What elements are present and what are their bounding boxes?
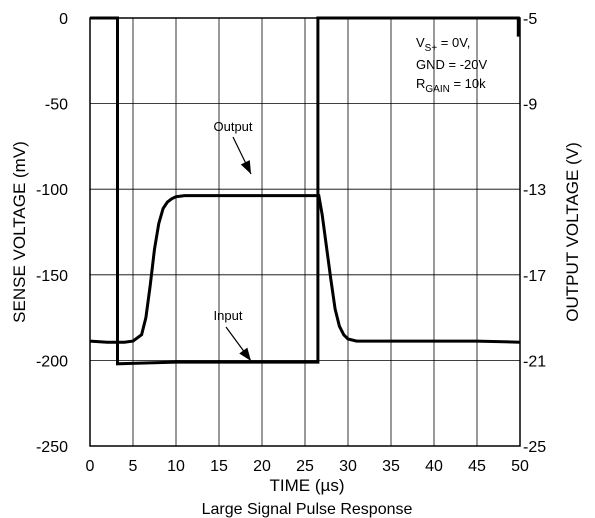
left-y-axis-label: SENSE VOLTAGE (mV)	[10, 141, 29, 323]
condition-gnd: GND = -20V	[416, 57, 487, 72]
annotation-arrows	[225, 136, 252, 362]
x-tick-label: 0	[86, 458, 95, 475]
right-y-tick-label: -9	[523, 97, 537, 114]
left-y-tick-labels: 0 -50 -100 -150 -200 -250	[36, 11, 68, 456]
x-tick-label: 45	[468, 458, 486, 475]
x-tick-labels: 0 5 10 15 20 25 30 35 40 45 50	[86, 458, 529, 475]
left-y-tick-label: -250	[36, 439, 68, 456]
chart-caption: Large Signal Pulse Response	[202, 501, 413, 518]
right-y-axis-label: OUTPUT VOLTAGE (V)	[563, 142, 582, 321]
right-y-tick-label: -21	[523, 353, 546, 370]
output-arrow-head	[240, 160, 251, 174]
x-tick-label: 5	[129, 458, 138, 475]
left-y-tick-label: 0	[59, 11, 68, 28]
x-tick-label: 15	[210, 458, 228, 475]
left-y-tick-label: -150	[36, 268, 68, 285]
left-y-tick-label: -50	[45, 97, 68, 114]
input-annotation: Input	[214, 308, 243, 323]
right-y-tick-labels: -5 -9 -13 -17 -21 -25	[523, 11, 546, 456]
output-annotation: Output	[213, 119, 252, 134]
x-tick-label: 20	[253, 458, 271, 475]
x-axis-label: TIME (µs)	[270, 476, 345, 495]
series-line-input	[90, 16, 520, 366]
right-y-tick-label: -13	[523, 182, 546, 199]
plot-frame	[89, 17, 521, 447]
series-lines	[89, 16, 521, 366]
x-tick-label: 10	[167, 458, 185, 475]
right-y-tick-label: -5	[523, 11, 537, 28]
x-tick-label: 30	[339, 458, 357, 475]
series-line-output	[89, 194, 521, 344]
x-tick-label: 35	[382, 458, 400, 475]
right-y-tick-label: -25	[523, 439, 546, 456]
x-tick-label: 40	[425, 458, 443, 475]
left-y-tick-label: -100	[36, 182, 68, 199]
condition-vs: VS+ = 0V,	[416, 35, 470, 54]
right-y-tick-label: -17	[523, 268, 546, 285]
input-arrow-head	[239, 347, 251, 361]
x-tick-label: 50	[511, 458, 529, 475]
condition-rgain: RGAIN = 10k	[416, 76, 486, 95]
x-tick-label: 25	[296, 458, 314, 475]
left-y-tick-label: -200	[36, 353, 68, 370]
